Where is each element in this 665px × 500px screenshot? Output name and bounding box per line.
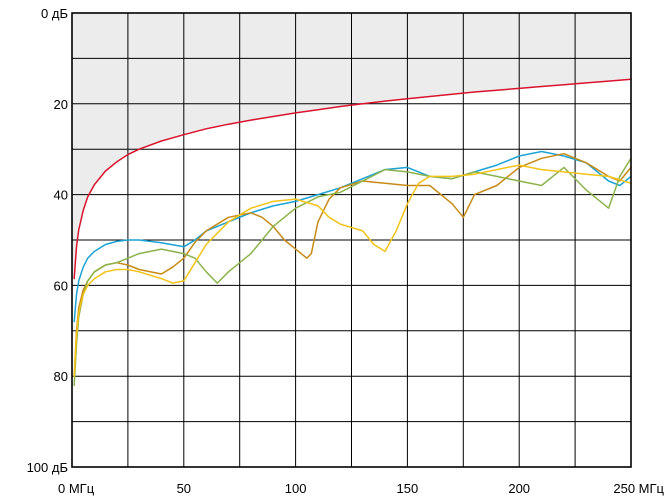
x-tick-label: 250 МГц: [613, 481, 664, 496]
y-tick-label: 80: [54, 369, 68, 384]
y-tick-labels: 0 дБ 20 40 60 80 100 дБ: [27, 6, 68, 475]
limit-region-layer: [72, 13, 631, 279]
grid-layer: [72, 13, 631, 467]
series-line-3: [73, 157, 632, 387]
y-tick-label: 20: [54, 97, 68, 112]
series-line-1: [73, 150, 632, 323]
x-tick-label: 200: [508, 481, 530, 496]
x-tick-label: 0 МГц: [58, 481, 95, 496]
x-tick-label: 150: [397, 481, 419, 496]
series-line-2: [73, 152, 632, 377]
y-tick-label: 100 дБ: [27, 460, 68, 475]
y-tick-label: 60: [54, 278, 68, 293]
limit-line: [73, 78, 632, 280]
y-tick-label: 0 дБ: [41, 6, 68, 21]
series-layer: [73, 78, 632, 387]
x-tick-label: 100: [285, 481, 307, 496]
plot-frame: [71, 12, 632, 468]
x-tick-labels: 0 МГц 50 100 150 200 250 МГц: [58, 481, 665, 496]
limit-region: [72, 13, 631, 279]
y-tick-label: 40: [54, 188, 68, 203]
series-line-4: [73, 164, 632, 377]
x-tick-label: 50: [177, 481, 191, 496]
